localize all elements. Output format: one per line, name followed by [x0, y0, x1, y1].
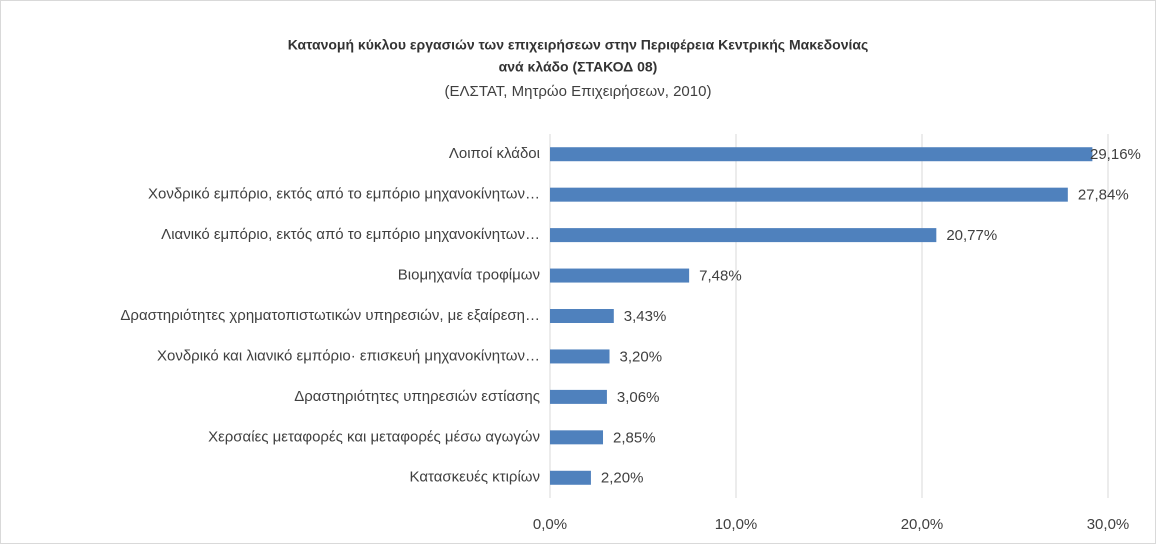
- value-label: 7,48%: [699, 268, 742, 285]
- chart-title: ανά κλάδο (ΣΤΑΚΟΔ 08): [499, 59, 658, 75]
- value-label: 3,20%: [620, 348, 663, 365]
- x-tick-label: 20,0%: [901, 516, 944, 533]
- x-tick-label: 0,0%: [533, 516, 567, 533]
- y-tick-label: Χερσαίες μεταφορές και μεταφορές μέσω αγ…: [208, 428, 540, 445]
- bar: [550, 147, 1093, 162]
- value-label: 2,85%: [613, 429, 656, 446]
- bar: [550, 430, 604, 445]
- y-tick-label: Λιανικό εμπόριο, εκτός από το εμπόριο μη…: [161, 226, 540, 243]
- x-tick-label: 10,0%: [715, 516, 758, 533]
- y-tick-label: Δραστηριότητες υπηρεσιών εστίασης: [294, 388, 540, 405]
- value-label: 29,16%: [1090, 146, 1141, 163]
- chart-subtitle: (ΕΛΣΤΑΤ, Μητρώο Επιχειρήσεων, 2010): [445, 83, 712, 100]
- x-tick-label: 30,0%: [1087, 516, 1130, 533]
- value-label: 3,43%: [624, 308, 667, 325]
- bar: [550, 268, 690, 283]
- bar: [550, 309, 614, 323]
- bar: [550, 187, 1068, 202]
- bar: [550, 349, 610, 364]
- value-label: 3,06%: [617, 389, 660, 406]
- bar: [550, 228, 937, 243]
- y-tick-label: Χονδρικό εμπόριο, εκτός από το εμπόριο μ…: [148, 186, 540, 203]
- value-label: 27,84%: [1078, 187, 1129, 204]
- y-tick-label: Βιομηχανία τροφίμων: [398, 267, 540, 284]
- y-tick-label: Δραστηριότητες χρηματοπιστωτικών υπηρεσι…: [120, 307, 540, 324]
- chart-title: Κατανομή κύκλου εργασιών των επιχειρήσεω…: [288, 37, 869, 53]
- y-tick-label: Χονδρικό και λιανικό εμπόριο· επισκευή μ…: [157, 347, 540, 364]
- y-tick-label: Κατασκευές κτιρίων: [410, 469, 540, 486]
- bar: [550, 470, 591, 485]
- y-tick-label: Λοιποί κλάδοι: [449, 145, 540, 162]
- value-label: 2,20%: [601, 470, 644, 487]
- bar: [550, 389, 607, 404]
- value-label: 20,77%: [946, 227, 997, 244]
